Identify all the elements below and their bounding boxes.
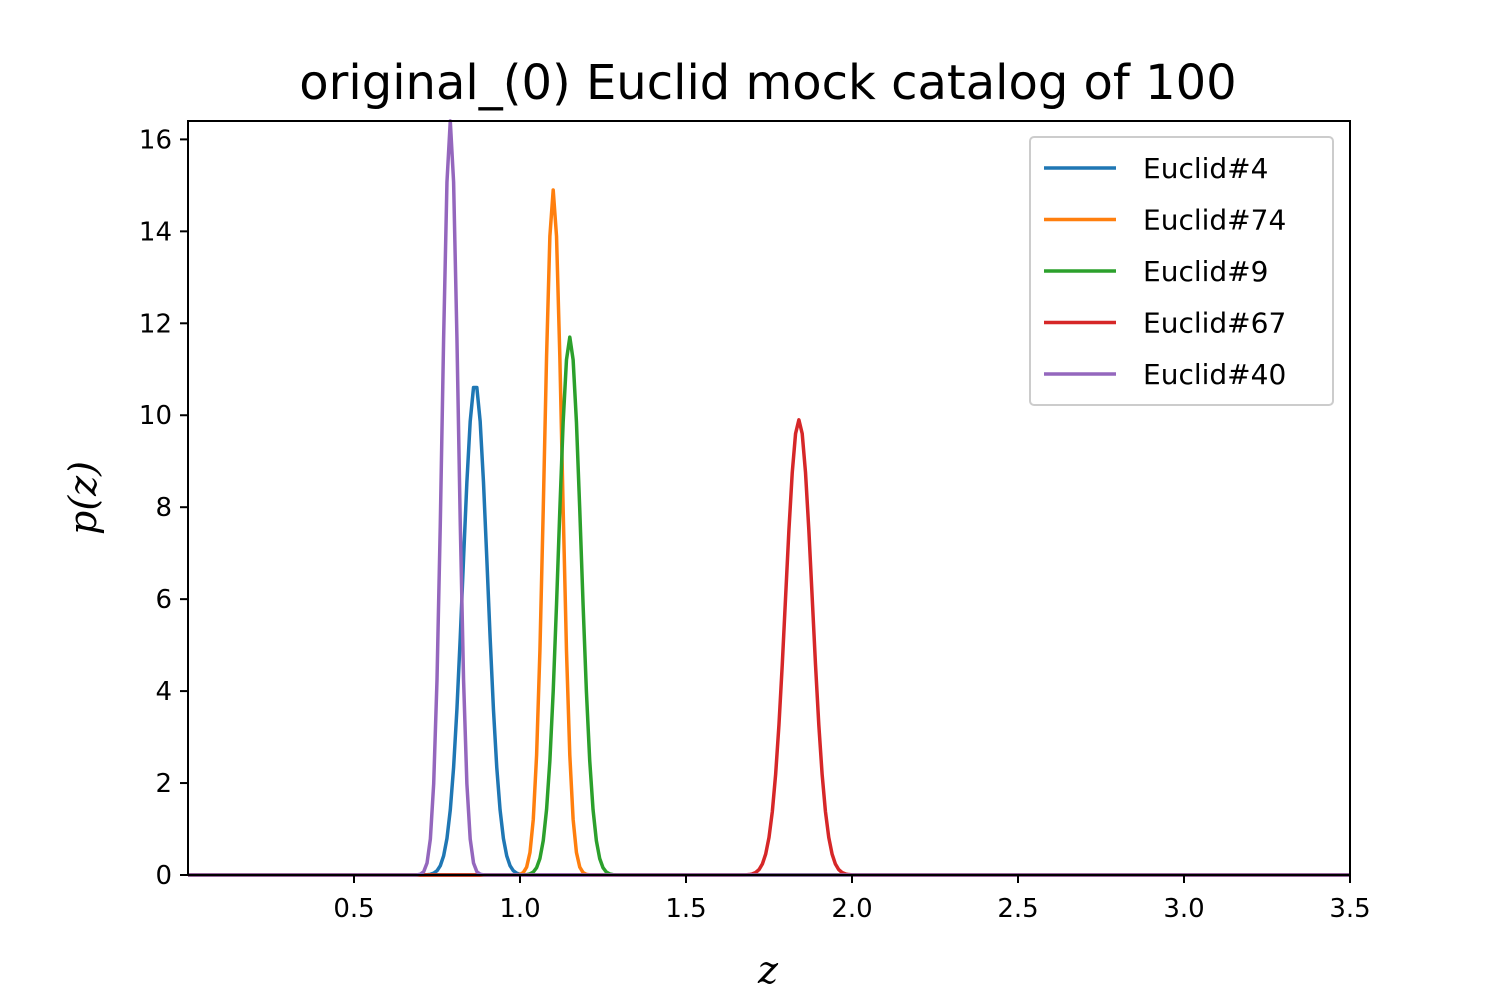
y-tick-label: 12 xyxy=(139,309,172,339)
y-tick-label: 4 xyxy=(155,677,172,707)
y-axis-label: p(z) xyxy=(61,461,105,535)
x-tick-label: 1.5 xyxy=(665,894,706,924)
legend-box xyxy=(1029,136,1334,406)
y-tick-label: 0 xyxy=(155,861,172,891)
x-tick-label: 3.5 xyxy=(1329,894,1370,924)
y-tick-label: 6 xyxy=(155,585,172,615)
plot-frame xyxy=(187,120,1351,876)
y-axis: 0 2 4 6 8 10 12 14 16 xyxy=(139,125,188,891)
y-tick-label: 2 xyxy=(155,769,172,799)
x-tick-label: 2.0 xyxy=(831,894,872,924)
y-tick-label: 8 xyxy=(155,493,172,523)
legend-label: Euclid#9 xyxy=(1143,255,1268,288)
legend: Euclid#4 Euclid#74 Euclid#9 Euclid#67 Euclid… xyxy=(1029,136,1334,406)
legend-label: Euclid#40 xyxy=(1143,358,1286,391)
x-axis-label: z xyxy=(757,948,779,992)
y-tick-label: 14 xyxy=(139,217,172,247)
legend-label: Euclid#4 xyxy=(1143,152,1268,185)
chart-title: original_(0) Euclid mock catalog of 100 xyxy=(299,55,1236,111)
legend-label: Euclid#67 xyxy=(1143,307,1286,340)
legend-label: Euclid#74 xyxy=(1143,204,1286,237)
x-axis: 0.5 1.0 1.5 2.0 2.5 3.0 3.5 xyxy=(333,875,1371,924)
y-tick-label: 16 xyxy=(139,125,172,155)
x-tick-label: 2.5 xyxy=(997,894,1038,924)
x-tick-label: 3.0 xyxy=(1163,894,1204,924)
y-tick-label: 10 xyxy=(139,401,172,431)
x-tick-label: 0.5 xyxy=(333,894,374,924)
x-tick-label: 1.0 xyxy=(499,894,540,924)
